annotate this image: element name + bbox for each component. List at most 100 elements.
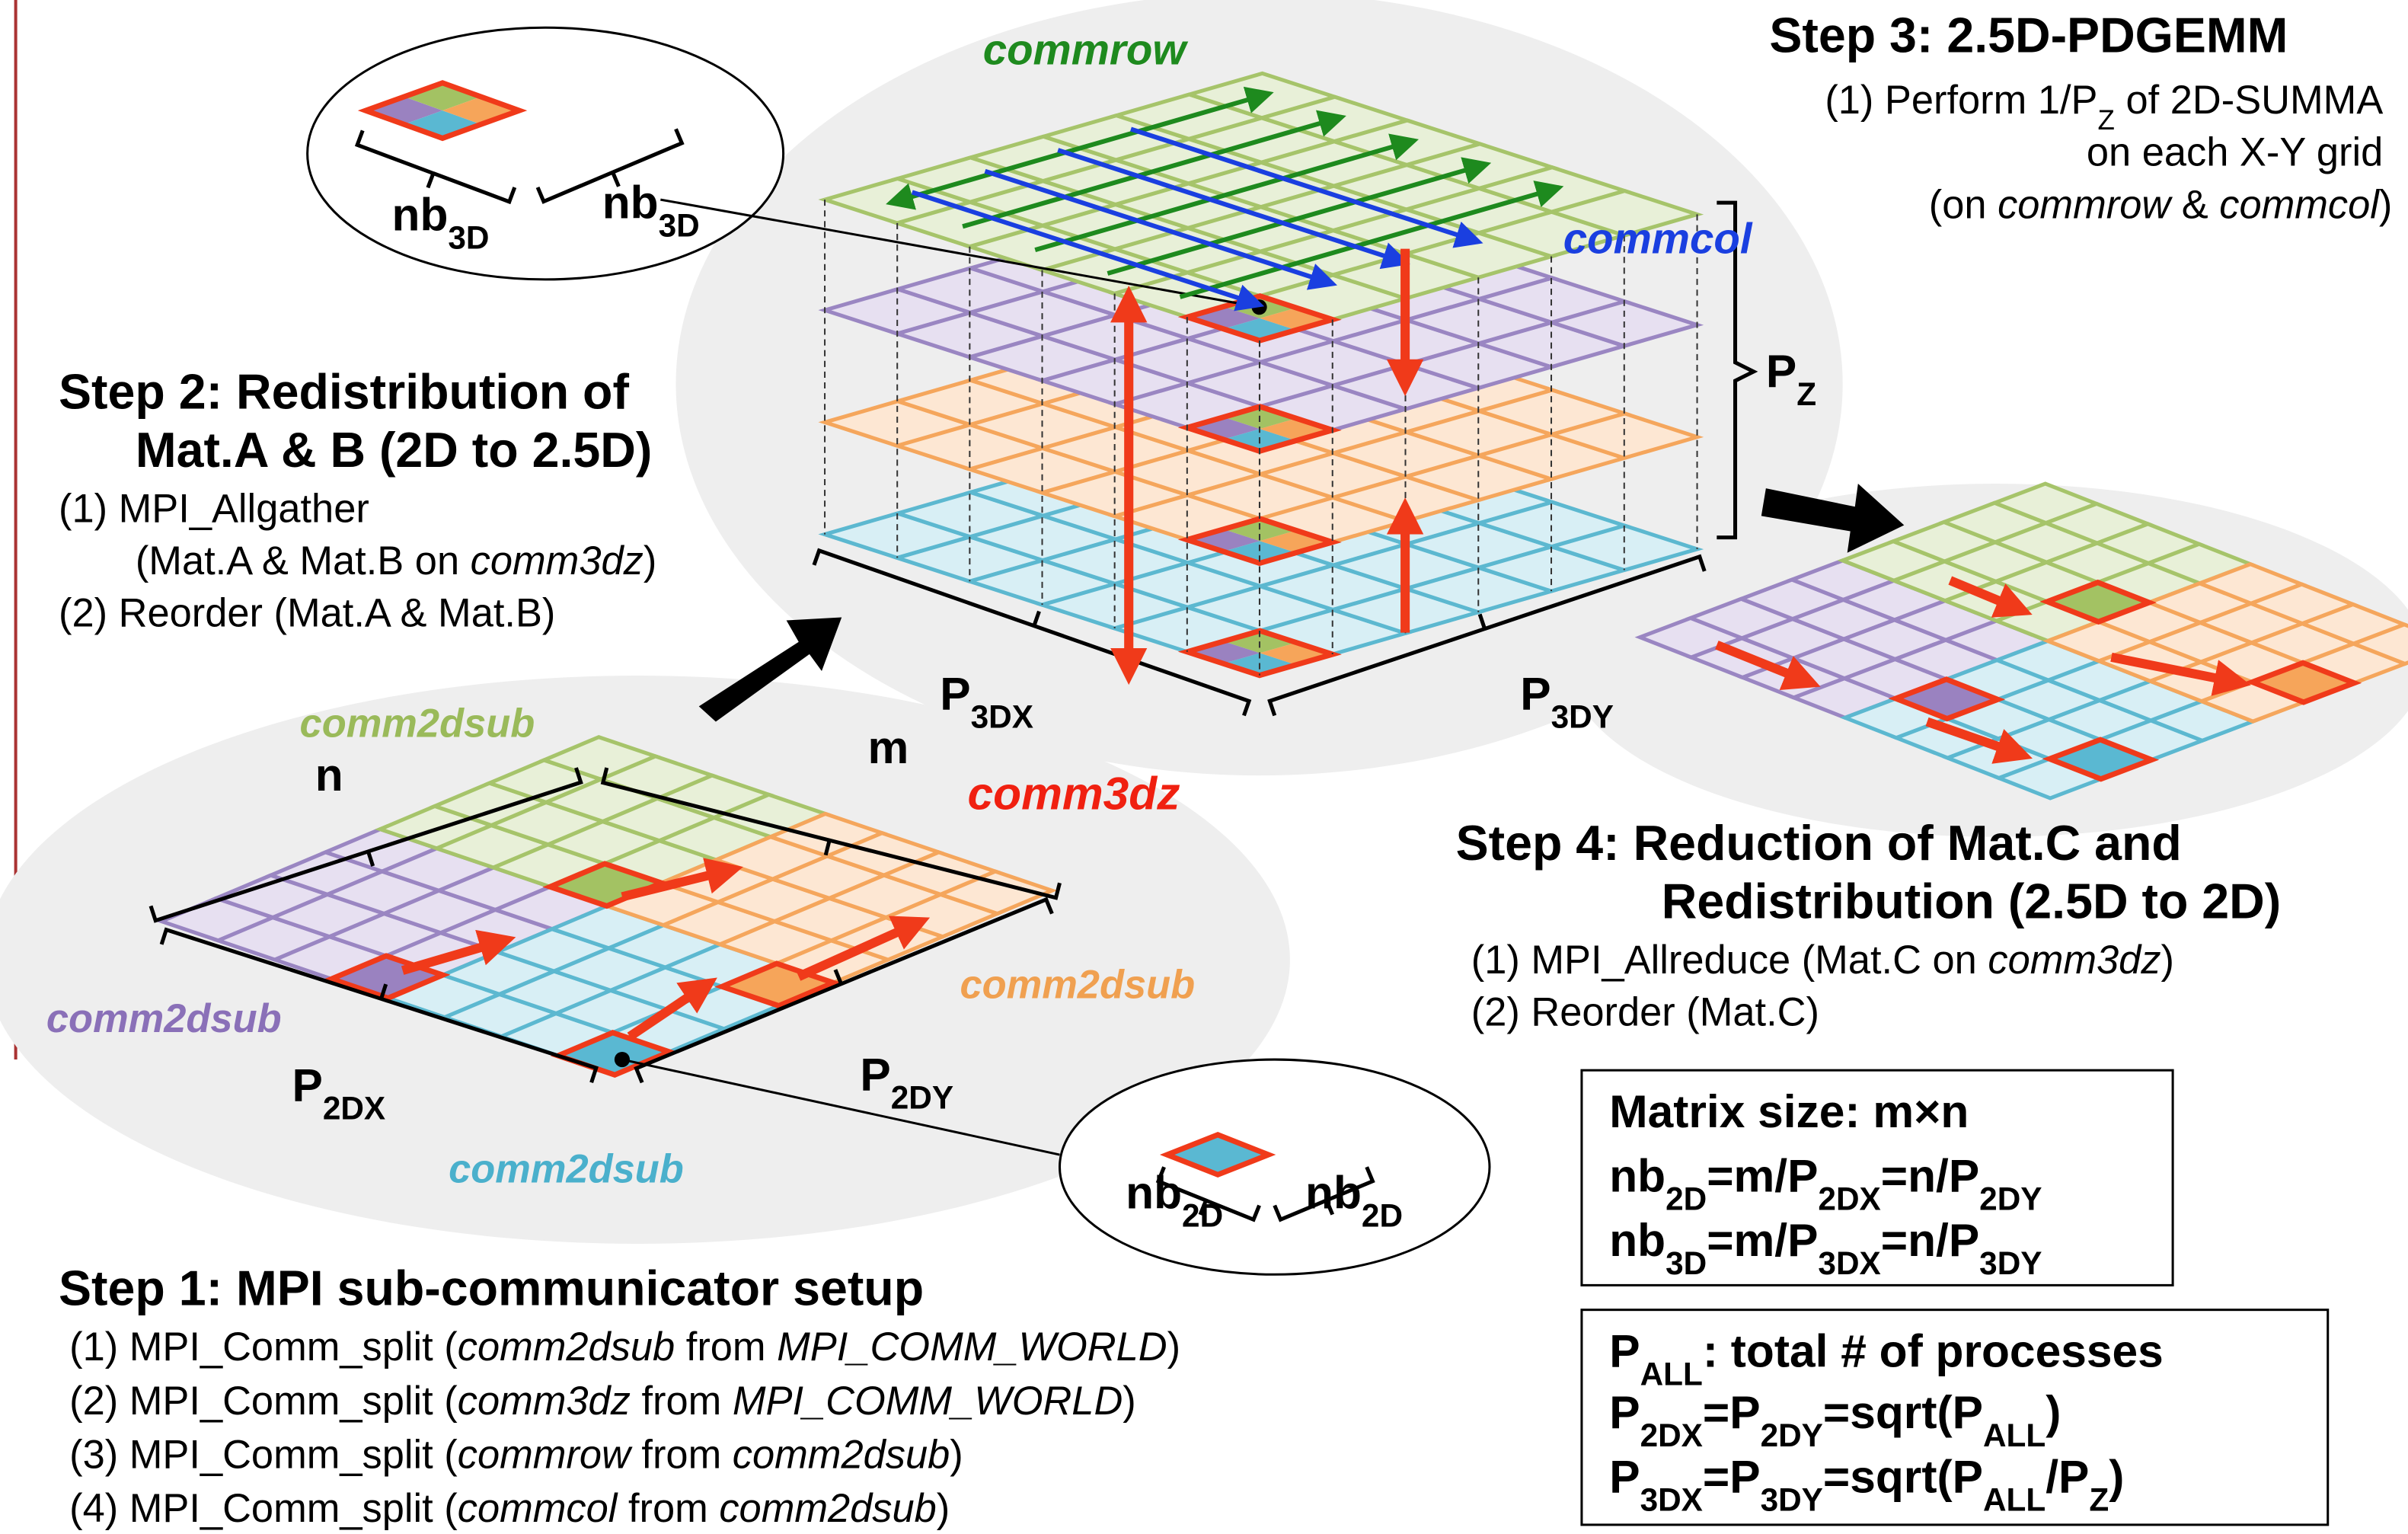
step-item: (1) Perform 1/PZ of 2D-SUMMA — [1825, 78, 2383, 136]
step-item: on each X-Y grid — [2087, 131, 2383, 175]
text-run: (4) MPI_Comm_split ( — [69, 1487, 458, 1531]
italic-run: comm2dsub — [458, 1325, 675, 1369]
box-line: PALL: total # of processes — [1609, 1325, 2164, 1392]
label: comm2dsub — [46, 997, 282, 1041]
label: comm3dz — [968, 767, 1180, 819]
label: P3DY — [1520, 667, 1614, 733]
label: nb2D — [1126, 1167, 1223, 1234]
text-run: =m/P — [1707, 1214, 1818, 1266]
label: P3DX — [940, 667, 1033, 733]
text-run: P — [1609, 1325, 1640, 1376]
step-item: (on commrow & commcol) — [1929, 183, 2393, 227]
text-run: P — [1766, 345, 1796, 397]
text-run: nb — [1126, 1167, 1182, 1219]
text-run: nb — [392, 188, 449, 240]
brace — [600, 767, 1062, 900]
label: nb3D — [602, 176, 700, 243]
arrow — [886, 86, 1274, 210]
arrow — [401, 929, 516, 975]
brace — [1155, 1166, 1261, 1222]
arrow — [1925, 717, 2033, 764]
step-item: (2) Reorder (Mat.C) — [1471, 991, 1819, 1035]
text-run: ) — [2379, 183, 2392, 227]
step-item: (1) MPI_Allgather — [59, 487, 369, 531]
italic-run: comm3dz — [1988, 938, 2160, 983]
subscript: 3D — [1665, 1245, 1707, 1281]
subscript: 2D — [1182, 1197, 1223, 1233]
step-item: (Mat.A & Mat.B on comm3dz) — [136, 539, 656, 583]
step-item: (2) MPI_Comm_split (comm3dz from MPI_COM… — [69, 1379, 1136, 1424]
text-run: (2) Reorder (Mat.C) — [1471, 991, 1819, 1035]
italic-run: commrow — [1998, 183, 2173, 227]
brace — [354, 129, 517, 205]
zoom-ellipse — [1058, 1058, 1491, 1276]
step-item: (4) MPI_Comm_split (commcol from comm2ds… — [69, 1487, 950, 1531]
italic-run: comm2dsub — [733, 1433, 950, 1477]
subscript: 3DX — [1640, 1481, 1703, 1517]
text-run: P — [292, 1059, 322, 1111]
arrow — [2110, 652, 2251, 696]
label: comm2dsub — [300, 702, 535, 746]
box-line: P2DX=P2DY=sqrt(PALL) — [1609, 1386, 2061, 1453]
step-item: (3) MPI_Comm_split (commrow from comm2ds… — [69, 1433, 963, 1477]
text-run: (2) Reorder (Mat.A & Mat.B) — [59, 592, 555, 636]
text-run: ) — [1167, 1325, 1180, 1369]
text-run: P — [1520, 667, 1551, 719]
block-cell — [1177, 628, 1342, 679]
step-title: Step 3: 2.5D-PDGEMM — [1769, 8, 2288, 63]
step-title: Mat.A & B (2D to 2.5D) — [136, 423, 652, 478]
subscript: 3D — [659, 207, 700, 243]
brace — [149, 767, 583, 923]
step-title: Redistribution (2.5D to 2D) — [1662, 874, 2281, 929]
step-item: (2) Reorder (Mat.A & Mat.B) — [59, 592, 555, 636]
text-run: =P — [1703, 1451, 1761, 1503]
box-line: nb2D=m/P2DX=n/P2DY — [1609, 1149, 2042, 1216]
arrow — [1107, 157, 1492, 276]
text-run: (1) MPI_Comm_split ( — [69, 1325, 458, 1369]
italic-run: commcol — [2219, 183, 2380, 227]
brace — [1267, 554, 1707, 717]
label: P2DY — [860, 1048, 953, 1114]
text-run: (1) Perform 1/P — [1825, 78, 2097, 123]
text-run: ) — [644, 539, 656, 583]
text-run: P — [860, 1048, 890, 1100]
subscript: 3D — [448, 219, 489, 255]
block-cell — [1177, 516, 1342, 567]
text-run: /P — [2046, 1451, 2089, 1503]
text-run: ) — [1123, 1379, 1135, 1424]
subscript: 3DY — [1551, 698, 1614, 734]
arrow — [1948, 576, 2033, 618]
text-run: =sqrt(P — [1823, 1386, 1983, 1438]
italic-run: comm2dsub — [719, 1487, 936, 1531]
text-run: (2) MPI_Comm_split ( — [69, 1379, 458, 1424]
subscript: 2DX — [323, 1090, 385, 1126]
italic-run: MPI_COMM_WORLD — [733, 1379, 1123, 1424]
block-cell — [1159, 1132, 1276, 1178]
subscript: ALL — [1640, 1356, 1703, 1392]
subscript: Z — [2089, 1481, 2109, 1517]
text-run: nb — [1305, 1167, 1362, 1219]
step-title: Step 1: MPI sub-communicator setup — [59, 1261, 924, 1316]
arrow — [1130, 126, 1483, 248]
label: comm2dsub — [449, 1147, 684, 1191]
text-run: ) — [950, 1433, 963, 1477]
text-run: (1) MPI_Allgather — [59, 487, 369, 531]
text-run: of 2D-SUMMA — [2115, 78, 2383, 123]
subscript: 3DY — [1761, 1481, 1823, 1517]
text-run: (Mat.A & Mat.B on — [136, 539, 471, 583]
box-line: Matrix size: m×n — [1609, 1085, 1969, 1137]
block-cell — [2039, 579, 2157, 625]
text-run: P — [1609, 1386, 1640, 1438]
step-item: (1) MPI_Allreduce (Mat.C on comm3dz) — [1471, 938, 2174, 983]
arrow — [627, 977, 717, 1040]
arrow — [621, 858, 743, 902]
text-run: P — [940, 667, 970, 719]
italic-run: commcol — [458, 1487, 618, 1531]
subscript: Z — [2098, 104, 2115, 136]
label: P2DX — [292, 1059, 385, 1126]
arrows — [401, 86, 2251, 1156]
text-run: nb — [1609, 1214, 1665, 1266]
text-run: (1) MPI_Allreduce (Mat.C on — [1471, 938, 1988, 983]
pointer-line — [621, 1058, 1060, 1156]
text-run: from — [631, 1433, 733, 1477]
